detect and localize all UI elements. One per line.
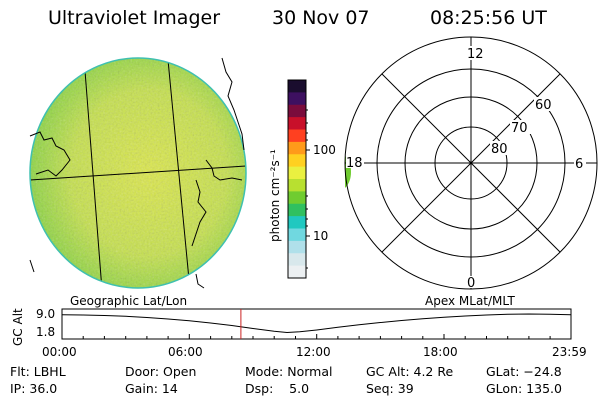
filter-info: Flt: LBHL: [10, 364, 66, 379]
dsp-info: Dsp: 5.0: [245, 381, 310, 396]
colorbar-stripe: [288, 191, 306, 205]
glon-info: GLon: 135.0: [486, 381, 562, 396]
time-label: 08:25:56 UT: [430, 7, 547, 29]
altitude-curve: [61, 313, 571, 334]
colorbar-stripe: [288, 141, 306, 155]
date-label: 30 Nov 07: [272, 7, 370, 29]
x-tick-23-59: 23:59: [552, 345, 587, 359]
alt-tick-1-8: 1.8: [36, 325, 55, 339]
gc-alt-info: GC Alt: 4.2 Re: [366, 364, 454, 379]
colorbar-stripe: [288, 216, 306, 230]
door-info: Door: Open: [125, 364, 197, 379]
colorbar: 100 10 photon cm⁻²s⁻¹: [268, 79, 336, 279]
altitude-plot: 9.0 1.8 GC Alt 00:00 06:00 12:00 18:00 2…: [11, 307, 587, 359]
mlat-label-70: 70: [511, 121, 528, 136]
x-tick-18-00: 18:00: [423, 345, 458, 359]
colorbar-stripe: [288, 253, 306, 267]
colorbar-stripe: [288, 80, 306, 93]
mlt-label-18: 18: [346, 156, 363, 171]
mlat-label-60: 60: [535, 98, 552, 113]
polar-mlt-plot: [344, 36, 598, 290]
lat-lon-grid: [30, 58, 246, 288]
ip-info: IP: 36.0: [10, 381, 58, 396]
colorbar-stripe: [288, 228, 306, 242]
mlt-label-6: 6: [575, 157, 583, 172]
colorbar-stripe: [288, 240, 306, 254]
earth-disk-image: [29, 57, 247, 289]
alt-tick-9: 9.0: [36, 307, 55, 321]
colorbar-tick-100: 100: [313, 143, 336, 157]
seq-info: Seq: 39: [366, 381, 414, 396]
mlat-label-80: 80: [491, 142, 508, 157]
colorbar-stripe: [288, 179, 306, 192]
colorbar-stripe: [288, 129, 306, 143]
colorbar-stripe: [288, 117, 306, 131]
colorbar-unit-label: photon cm⁻²s⁻¹: [268, 149, 282, 242]
glat-info: GLat: −24.8: [486, 364, 562, 379]
mode-info: Mode: Normal: [245, 364, 333, 379]
colorbar-stripe: [288, 203, 306, 217]
instrument-title: Ultraviolet Imager: [48, 7, 221, 29]
colorbar-stripe: [288, 154, 306, 168]
colorbar-stripe: [288, 166, 306, 180]
colorbar-stripe: [288, 104, 306, 118]
colorbar-tick-10: 10: [313, 229, 328, 243]
mlt-label-0: 0: [467, 276, 475, 291]
coastlines: [29, 57, 245, 289]
mlt-label-12: 12: [467, 47, 484, 62]
x-tick-00-00: 00:00: [42, 345, 77, 359]
apex-panel-label: Apex MLat/MLT: [425, 294, 515, 308]
x-tick-12-00: 12:00: [296, 345, 331, 359]
altitude-axis-label: GC Alt: [11, 308, 25, 346]
gain-info: Gain: 14: [125, 381, 178, 396]
geographic-panel-label: Geographic Lat/Lon: [70, 294, 187, 308]
colorbar-stripe: [288, 265, 306, 279]
x-tick-06-00: 06:00: [168, 345, 203, 359]
colorbar-stripe: [288, 92, 306, 106]
